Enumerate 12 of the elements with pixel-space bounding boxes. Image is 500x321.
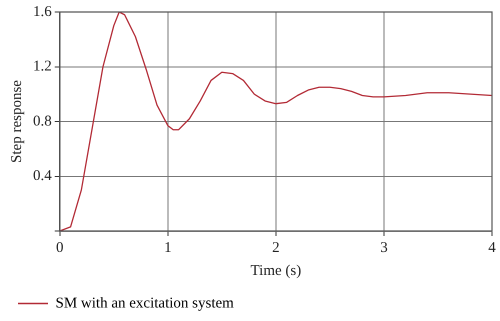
y-tick-label: 1.2 xyxy=(33,58,52,75)
y-tick-label: 1.6 xyxy=(33,4,52,20)
y-tick-label: 0.4 xyxy=(33,168,52,184)
y-axis-title: Step response xyxy=(8,80,25,163)
legend-label: SM with an excitation system xyxy=(56,295,234,312)
y-tick-label: 0.8 xyxy=(33,113,52,130)
x-tick-label: 3 xyxy=(380,240,388,256)
x-tick-label: 2 xyxy=(272,240,280,256)
x-tick-label: 0 xyxy=(56,240,64,256)
x-tick-label: 4 xyxy=(488,240,496,256)
x-axis-title: Time (s) xyxy=(250,262,302,279)
x-tick-label: 1 xyxy=(164,240,172,256)
